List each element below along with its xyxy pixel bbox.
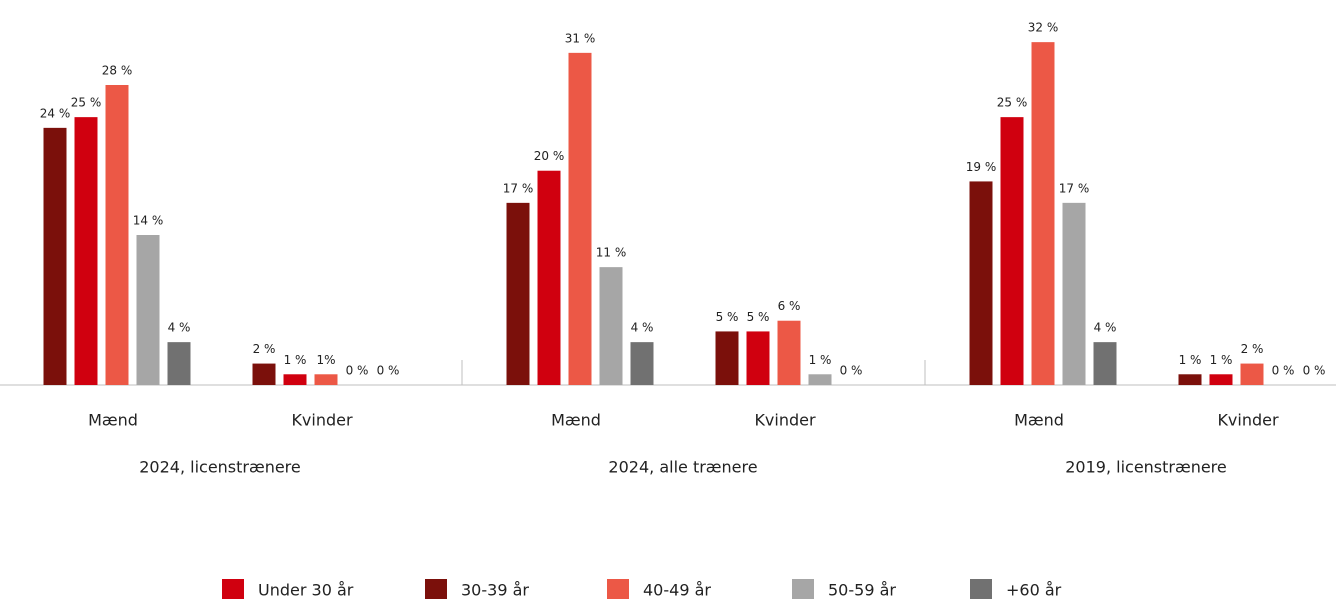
legend-label: 30-39 år <box>461 581 529 599</box>
bar <box>1209 374 1233 385</box>
bar <box>746 331 770 385</box>
x-tick-label: Kvinder <box>291 411 353 430</box>
value-label: 32 % <box>1028 21 1059 35</box>
value-label: 28 % <box>102 64 133 78</box>
value-label: 1 % <box>1179 353 1202 367</box>
value-label: 6 % <box>778 299 801 313</box>
bar <box>506 202 530 385</box>
value-label: 20 % <box>534 149 565 163</box>
x-tick-label: Mænd <box>88 411 138 430</box>
value-label: 1 % <box>284 353 307 367</box>
value-label: 17 % <box>503 181 534 195</box>
value-label: 0 % <box>840 364 863 378</box>
value-label: 31 % <box>565 31 596 45</box>
value-label: 11 % <box>596 246 627 260</box>
bar <box>1093 342 1117 385</box>
bar <box>314 374 338 385</box>
bar <box>74 117 98 386</box>
value-label: 4 % <box>168 321 191 335</box>
bar <box>715 331 739 385</box>
value-label: 0 % <box>377 364 400 378</box>
value-label: 19 % <box>966 160 997 174</box>
value-label: 0 % <box>346 364 369 378</box>
bar <box>777 320 801 385</box>
bar <box>283 374 307 385</box>
bar <box>568 52 592 385</box>
value-label: 24 % <box>40 106 71 120</box>
legend-swatch <box>425 579 447 599</box>
bar <box>1240 363 1264 385</box>
legend-label: +60 år <box>1006 581 1062 599</box>
value-label: 1 % <box>809 353 832 367</box>
value-label: 2 % <box>1241 342 1264 356</box>
legend-swatch <box>970 579 992 599</box>
x-tick-label: Mænd <box>551 411 601 430</box>
bar <box>1178 374 1202 385</box>
bar <box>599 267 623 385</box>
value-label: 5 % <box>716 310 739 324</box>
bar <box>630 342 654 385</box>
bar <box>43 127 67 385</box>
bar <box>969 181 993 385</box>
value-label: 0 % <box>1303 364 1326 378</box>
bar <box>1000 117 1024 386</box>
value-label: 2 % <box>253 342 276 356</box>
value-label: 0 % <box>1272 364 1295 378</box>
value-label: 25 % <box>997 96 1028 110</box>
bar <box>1031 42 1055 386</box>
legend-label: Under 30 år <box>258 581 354 599</box>
value-label: 4 % <box>631 321 654 335</box>
x-tick-label: Kvinder <box>754 411 816 430</box>
group-label: 2024, alle trænere <box>608 458 757 477</box>
legend-label: 50-59 år <box>828 581 896 599</box>
bar <box>105 85 129 385</box>
bar <box>1062 202 1086 385</box>
bar <box>136 235 160 385</box>
legend-swatch <box>792 579 814 599</box>
value-label: 5 % <box>747 310 770 324</box>
bar <box>252 363 276 385</box>
bar <box>167 342 191 385</box>
bar <box>537 170 561 385</box>
value-label: 17 % <box>1059 181 1090 195</box>
value-label: 1% <box>316 353 335 367</box>
legend-label: 40-49 år <box>643 581 711 599</box>
legend-swatch <box>607 579 629 599</box>
value-label: 14 % <box>133 214 164 228</box>
value-label: 1 % <box>1210 353 1233 367</box>
group-label: 2019, licenstrænere <box>1065 458 1227 477</box>
x-tick-label: Kvinder <box>1217 411 1279 430</box>
value-label: 4 % <box>1094 321 1117 335</box>
group-label: 2024, licenstrænere <box>139 458 301 477</box>
legend-swatch <box>222 579 244 599</box>
value-label: 25 % <box>71 96 102 110</box>
x-tick-label: Mænd <box>1014 411 1064 430</box>
bar <box>808 374 832 385</box>
